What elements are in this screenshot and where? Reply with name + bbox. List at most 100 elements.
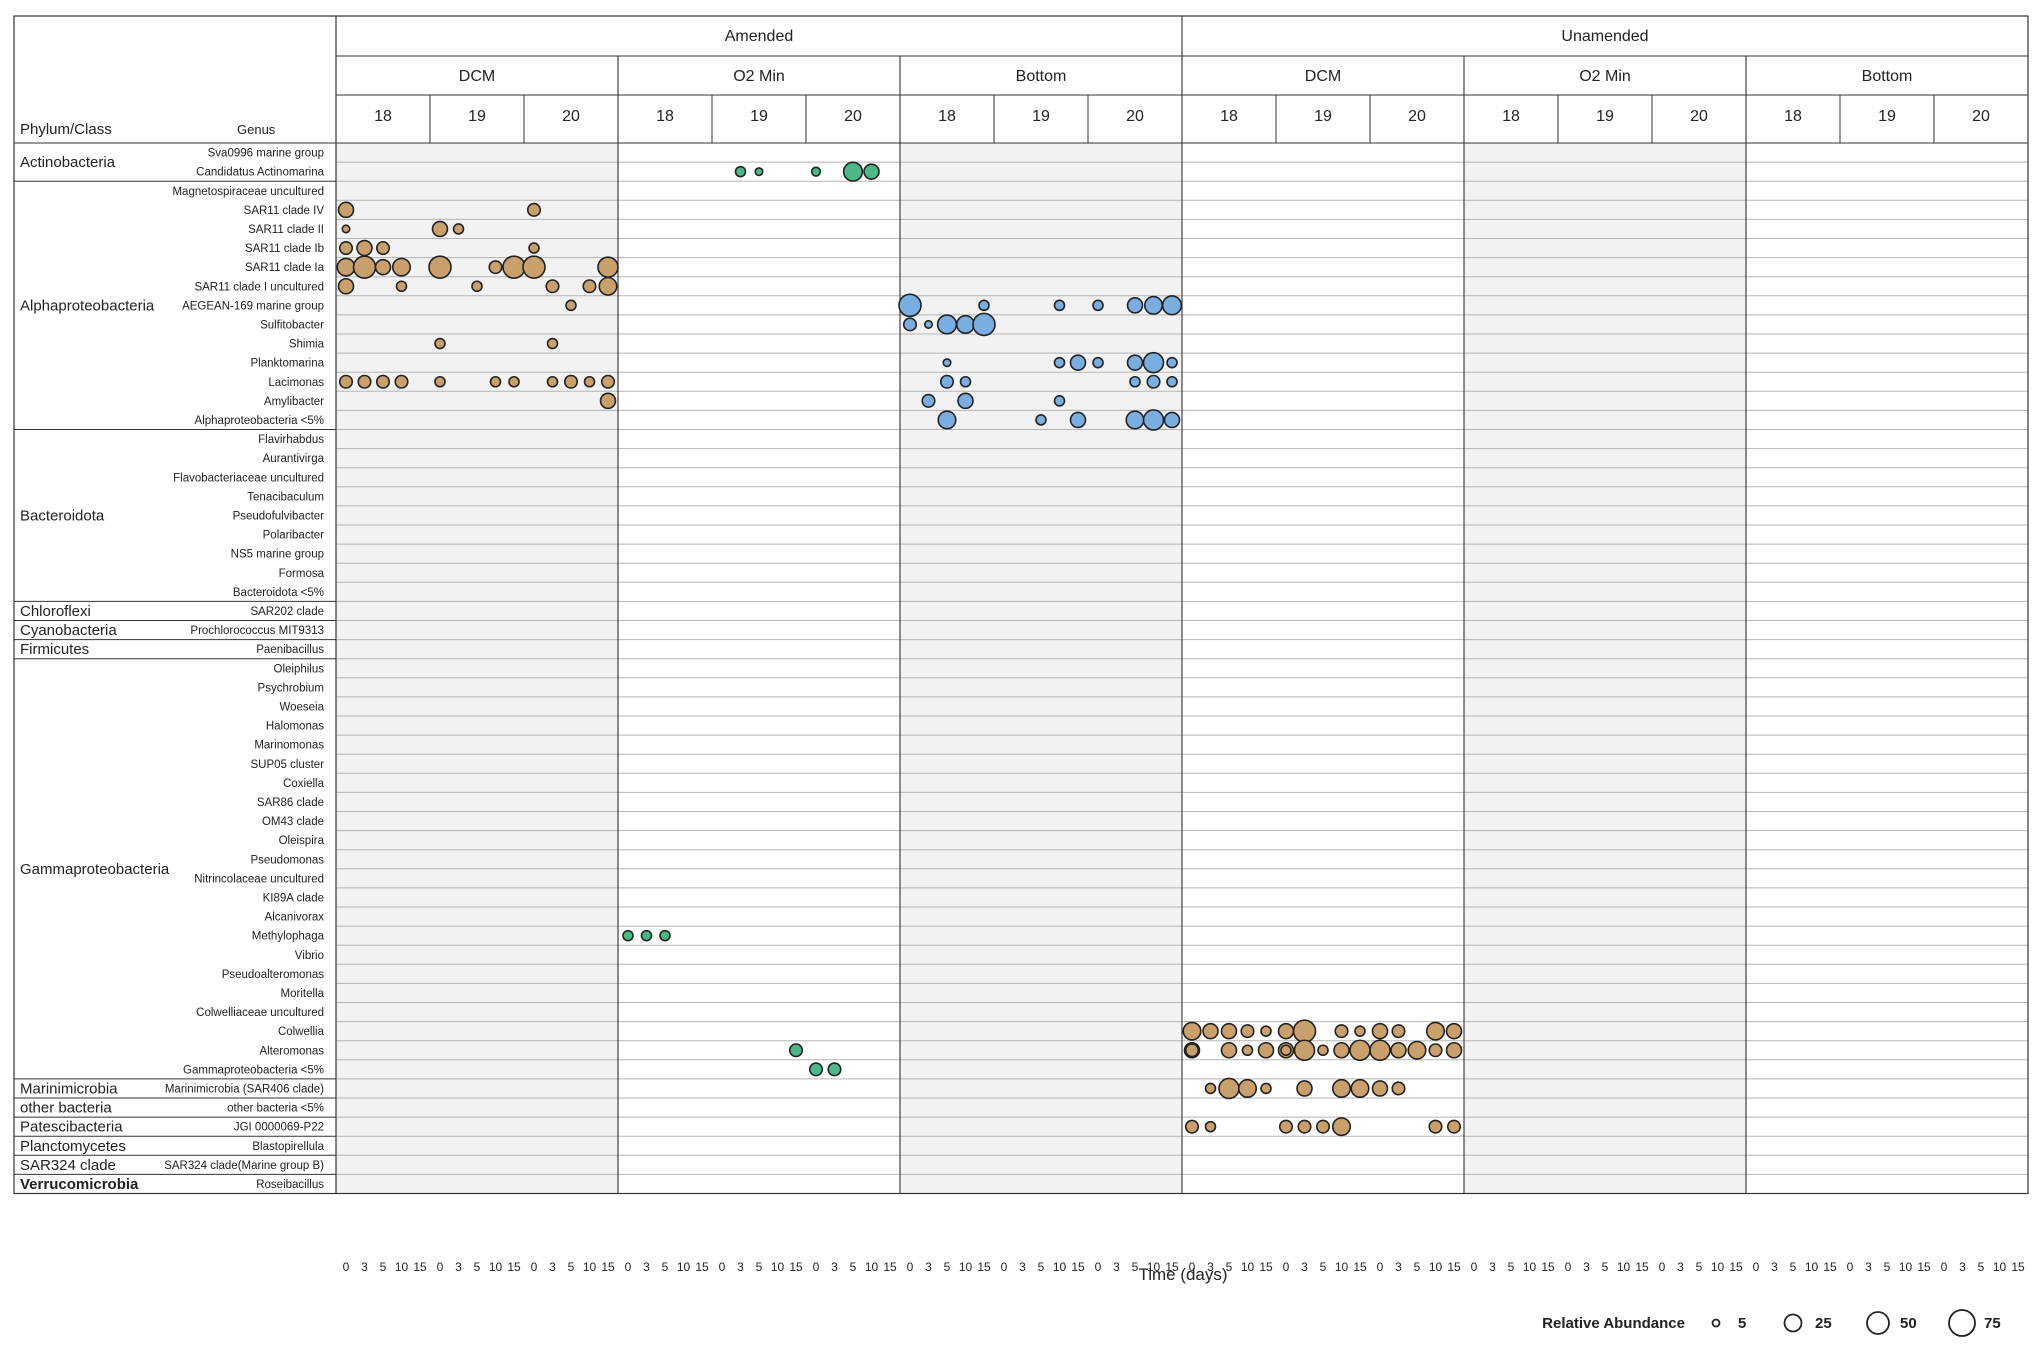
x-tick-label: 3 (1019, 1260, 1026, 1274)
genus-label: Coxiella (283, 778, 325, 790)
x-tick-label: 3 (1959, 1260, 1966, 1274)
abundance-bubble (1331, 1078, 1352, 1098)
abundance-bubble (939, 374, 955, 389)
abundance-bubble (597, 256, 619, 278)
x-tick-label: 10 (771, 1260, 785, 1274)
genus-label: Flavobacteriaceae uncultured (173, 472, 324, 484)
abundance-bubble (1371, 1080, 1389, 1097)
abundance-bubble (434, 375, 446, 388)
x-tick-label: 10 (1429, 1260, 1443, 1274)
depth-header: O2 Min (1579, 68, 1631, 85)
x-tick-label: 0 (1095, 1260, 1102, 1274)
x-tick-label: 15 (1447, 1260, 1461, 1274)
abundance-bubble (1240, 1024, 1255, 1039)
abundance-bubble (546, 375, 559, 388)
x-tick-label: 3 (1395, 1260, 1402, 1274)
abundance-bubble (598, 276, 618, 296)
abundance-bubble (1146, 374, 1161, 389)
x-tick-label: 10 (1711, 1260, 1725, 1274)
abundance-bubble (659, 929, 671, 942)
abundance-bubble (1293, 1039, 1316, 1062)
x-tick-label: 5 (1508, 1260, 1515, 1274)
abundance-bubble (1143, 295, 1164, 315)
abundance-bubble (1129, 375, 1141, 388)
abundance-bubble (1202, 1022, 1219, 1040)
x-tick-label: 5 (1132, 1260, 1139, 1274)
abundance-bubble (1260, 1025, 1272, 1037)
genus-label: JGI 0000069-P22 (234, 1122, 324, 1134)
x-tick-label: 10 (677, 1260, 691, 1274)
abundance-bubble (428, 255, 452, 279)
legend-size-label: 5 (1738, 1315, 1746, 1332)
x-tick-label: 3 (455, 1260, 462, 1274)
x-tick-label: 15 (601, 1260, 615, 1274)
abundance-bubble (338, 374, 354, 389)
genus-label: Colwellia (278, 1026, 325, 1038)
legend-size-circle (1783, 1313, 1803, 1333)
abundance-bubble (1257, 1041, 1275, 1059)
phylum-label: Patescibacteria (20, 1119, 123, 1136)
abundance-bubble (1053, 356, 1066, 369)
x-tick-label: 5 (1038, 1260, 1045, 1274)
phylum-label: Actinobacteria (20, 154, 116, 171)
station-header: 20 (562, 108, 580, 125)
abundance-bubble (375, 374, 391, 389)
abundance-bubble (1163, 411, 1181, 429)
abundance-bubble (1390, 1041, 1407, 1059)
x-tick-label: 0 (1659, 1260, 1666, 1274)
genus-label: Polaribacter (263, 530, 325, 542)
abundance-bubble (955, 314, 976, 335)
x-tick-label: 5 (568, 1260, 575, 1274)
abundance-bubble (1260, 1082, 1272, 1095)
x-tick-label: 15 (883, 1260, 897, 1274)
x-tick-label: 0 (813, 1260, 820, 1274)
x-tick-label: 3 (1865, 1260, 1872, 1274)
abundance-bubble (1220, 1041, 1238, 1059)
genus-label: Candidatus Actinomarina (196, 167, 324, 179)
phylum-label: Verrucomicrobia (20, 1176, 139, 1193)
x-tick-label: 3 (1489, 1260, 1496, 1274)
genus-label: Planktomarina (250, 358, 324, 370)
genus-column-header: Genus (237, 122, 276, 137)
abundance-bubble (337, 277, 355, 295)
shaded-panel (1464, 143, 1746, 1194)
phylum-label: Planctomycetes (20, 1138, 126, 1155)
panel-shading (336, 143, 1746, 1194)
x-tick-label: 5 (756, 1260, 763, 1274)
abundance-bubble (1350, 1078, 1370, 1098)
abundance-bubble (622, 929, 634, 942)
abundance-bubble (563, 374, 579, 389)
x-tick-label: 3 (831, 1260, 838, 1274)
station-header: 18 (656, 108, 674, 125)
genus-label: Roseibacillus (256, 1179, 324, 1191)
abundance-bubble (583, 375, 596, 388)
station-header: 20 (844, 108, 862, 125)
abundance-bubble (1425, 1021, 1446, 1041)
abundance-bubble (1035, 414, 1047, 426)
genus-label: SAR11 clade Ia (245, 262, 325, 274)
abundance-bubble (902, 317, 918, 332)
x-tick-label: 3 (1583, 1260, 1590, 1274)
abundance-bubble (1241, 1044, 1254, 1057)
phylum-label: Gammaproteobacteria (20, 861, 170, 878)
abundance-bubble (471, 280, 483, 293)
legend-size-circle (1866, 1311, 1890, 1335)
legend-size-label: 75 (1984, 1315, 2001, 1332)
abundance-bubble (1277, 1022, 1295, 1040)
abundance-bubble (1349, 1039, 1371, 1062)
x-tick-label: 15 (789, 1260, 803, 1274)
legend-title: Relative Abundance (1542, 1315, 1685, 1332)
x-tick-label: 10 (865, 1260, 879, 1274)
genus-label: Gammaproteobacteria <5% (183, 1064, 324, 1076)
abundance-bubble (1354, 1025, 1366, 1037)
x-tick-label: 3 (737, 1260, 744, 1274)
abundance-bubble (1317, 1044, 1329, 1057)
x-tick-label: 15 (1353, 1260, 1367, 1274)
genus-label: Marinimicrobia (SAR406 clade) (165, 1083, 324, 1095)
abundance-bubble (1126, 354, 1144, 371)
genus-label: Prochlorococcus MIT9313 (190, 625, 324, 637)
x-tick-label: 15 (507, 1260, 521, 1274)
station-header: 20 (1126, 108, 1144, 125)
genus-label: Tenacibaculum (247, 491, 324, 503)
